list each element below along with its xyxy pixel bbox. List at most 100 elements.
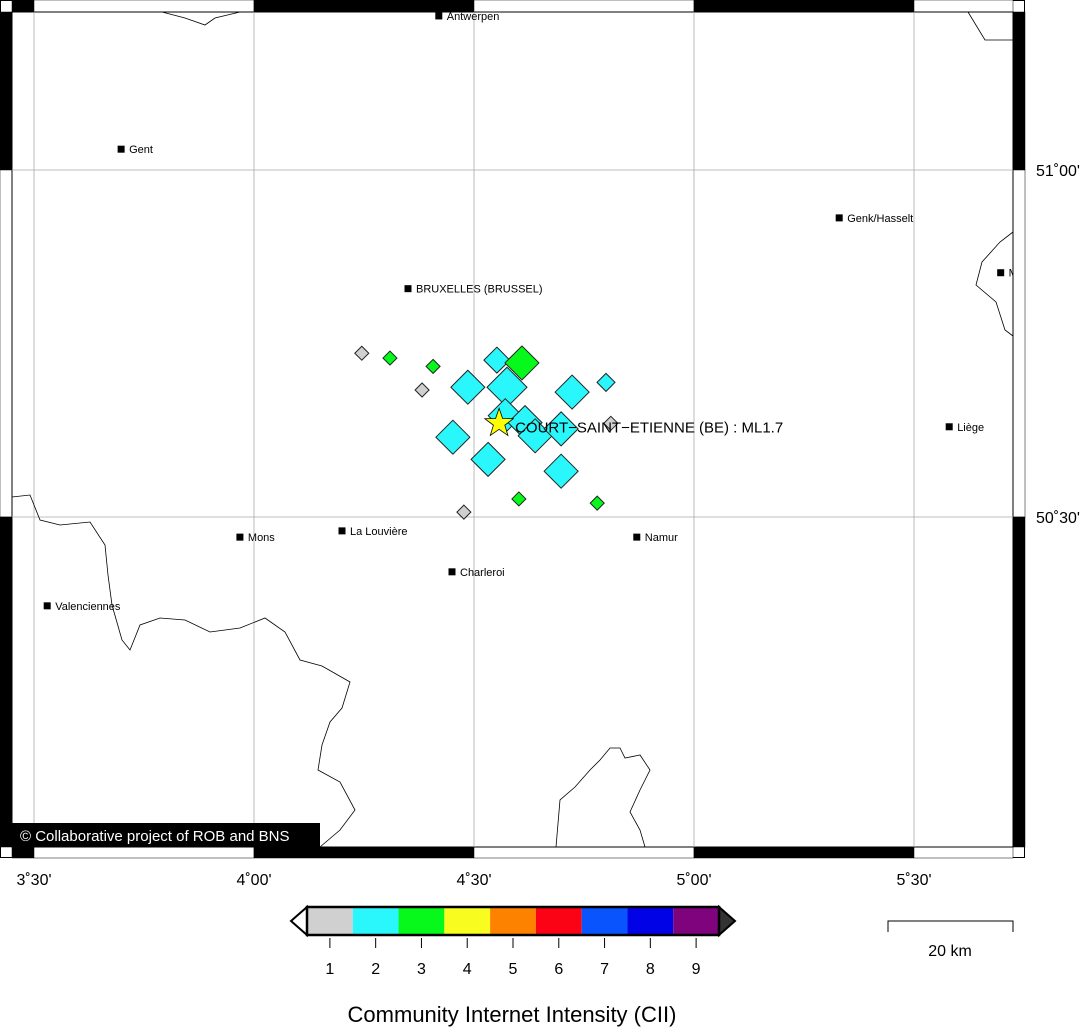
frame-segment [693, 846, 915, 859]
intensity-diamond [543, 453, 579, 489]
colorbar-tick-label: 4 [463, 961, 472, 978]
colorbar-swatch [398, 907, 445, 935]
intensity-diamond [470, 441, 506, 478]
city-square-icon [43, 602, 51, 610]
map-frame [0, 0, 1026, 859]
border-line [975, 231, 1014, 337]
city-square-icon [404, 285, 412, 293]
colorbar-swatch [581, 907, 628, 935]
city-square-icon [997, 269, 1005, 277]
frame-segment [11, 846, 35, 859]
frame-segment [693, 0, 915, 13]
city-square-icon [117, 145, 125, 153]
border-line [967, 11, 1013, 41]
colorbar-swatch [352, 907, 399, 935]
city-label: Antwerpen [447, 11, 500, 23]
lat-tick-label: 51˚00' [1036, 163, 1080, 180]
axis-tick-labels: 3˚30' 4˚00' 4˚30' 5˚00' 5˚30' 51˚00' 50˚30' [16, 163, 1080, 889]
lon-tick-label: 5˚30' [896, 872, 931, 889]
scale-bar: 20 km [887, 920, 1014, 960]
city-bruxelles-brussel-: BRUXELLES (BRUSSEL) [404, 284, 543, 296]
colorbar-swatch [627, 907, 674, 935]
colorbar-swatch [307, 907, 353, 935]
star-icon [483, 407, 515, 437]
city-square-icon [435, 12, 443, 20]
intensity-diamond [589, 495, 605, 511]
city-charleroi: Charleroi [448, 567, 505, 579]
intensity-diamond [435, 419, 471, 455]
frame-segment [253, 846, 475, 859]
city-square-icon [835, 214, 843, 222]
city-label: Gent [129, 144, 153, 156]
frame-segment [913, 846, 1014, 859]
frame-segment [0, 169, 13, 518]
city-square-icon [448, 568, 456, 576]
city-gent: Gent [117, 144, 153, 156]
border-line [555, 747, 651, 848]
colorbar-swatch [490, 907, 536, 935]
frame-segment [1012, 11, 1026, 171]
city-label: Liège [957, 422, 984, 434]
intensity-diamond [596, 372, 616, 393]
intensity-diamond [425, 358, 441, 375]
copyright-text: © Collaborative project of ROB and BNS [20, 828, 290, 845]
epicenter-label: COURT−SAINT−ETIENNE (BE) : ML1.7 [515, 419, 783, 436]
city-li-ge: Liège [945, 422, 984, 434]
city-genk-hasselt: Genk/Hasselt [835, 213, 913, 225]
colorbar-tick-label: 2 [371, 961, 380, 978]
border-line [11, 494, 356, 848]
intensity-diamond [554, 374, 590, 410]
city-square-icon [945, 423, 953, 431]
lon-tick-label: 4˚30' [456, 872, 491, 889]
country-borders [11, 11, 1014, 848]
colorbar-title: Community Internet Intensity (CII) [348, 1002, 677, 1027]
city-valenciennes: Valenciennes [43, 601, 121, 613]
city-m: M [997, 268, 1018, 280]
frame-segment [1012, 169, 1026, 518]
city-antwerpen: Antwerpen [435, 11, 500, 23]
lon-tick-label: 4˚00' [236, 872, 271, 889]
frame-segment [0, 11, 13, 171]
frame-segment [913, 0, 1014, 13]
lon-tick-label: 3˚30' [16, 872, 51, 889]
city-label: Namur [645, 532, 678, 544]
colorbar-tick-label: 7 [600, 961, 609, 978]
colorbar: 1 2 3 4 5 6 7 8 9 [289, 904, 737, 978]
city-la-louvi-re: La Louvière [338, 526, 408, 538]
lon-tick-label: 5˚00' [676, 872, 711, 889]
intensity-diamond [450, 369, 486, 405]
city-markers: Antwerpen Gent Genk/Hasselt BRUXELLES (BRUS… [43, 11, 1018, 613]
frame-segment [33, 846, 255, 859]
colorbar-tick-label: 8 [646, 961, 655, 978]
colorbar-swatch [444, 907, 491, 935]
colorbar-tick-label: 5 [509, 961, 518, 978]
city-namur: Namur [633, 532, 678, 544]
city-square-icon [338, 527, 346, 535]
city-square-icon [236, 533, 244, 541]
frame-segment [473, 846, 695, 859]
colorbar-swatch [535, 907, 582, 935]
intensity-diamond [504, 345, 540, 381]
epicenter: COURT−SAINT−ETIENNE (BE) : ML1.7 [483, 407, 783, 437]
intensity-diamond [354, 345, 370, 361]
lat-tick-label: 50˚30' [1036, 510, 1080, 527]
intensity-diamond [456, 504, 472, 520]
colorbar-tick-label: 3 [417, 961, 426, 978]
intensity-diamond [511, 491, 527, 507]
colorbar-tick-label: 1 [325, 961, 334, 978]
intensity-diamond [483, 346, 511, 374]
city-label: Valenciennes [55, 601, 121, 613]
intensity-diamond [382, 350, 398, 366]
city-label: M [1009, 268, 1018, 280]
frame-segment [253, 0, 475, 13]
copyright-box: © Collaborative project of ROB and BNS [12, 823, 320, 847]
city-label: La Louvière [350, 526, 408, 538]
intensity-diamond [543, 411, 579, 447]
border-line [161, 11, 241, 26]
colorbar-swatch [673, 907, 719, 935]
frame-segment [33, 0, 255, 13]
frame-segment [0, 516, 13, 848]
frame-segment [11, 0, 35, 13]
colorbar-under-triangle [289, 904, 308, 938]
